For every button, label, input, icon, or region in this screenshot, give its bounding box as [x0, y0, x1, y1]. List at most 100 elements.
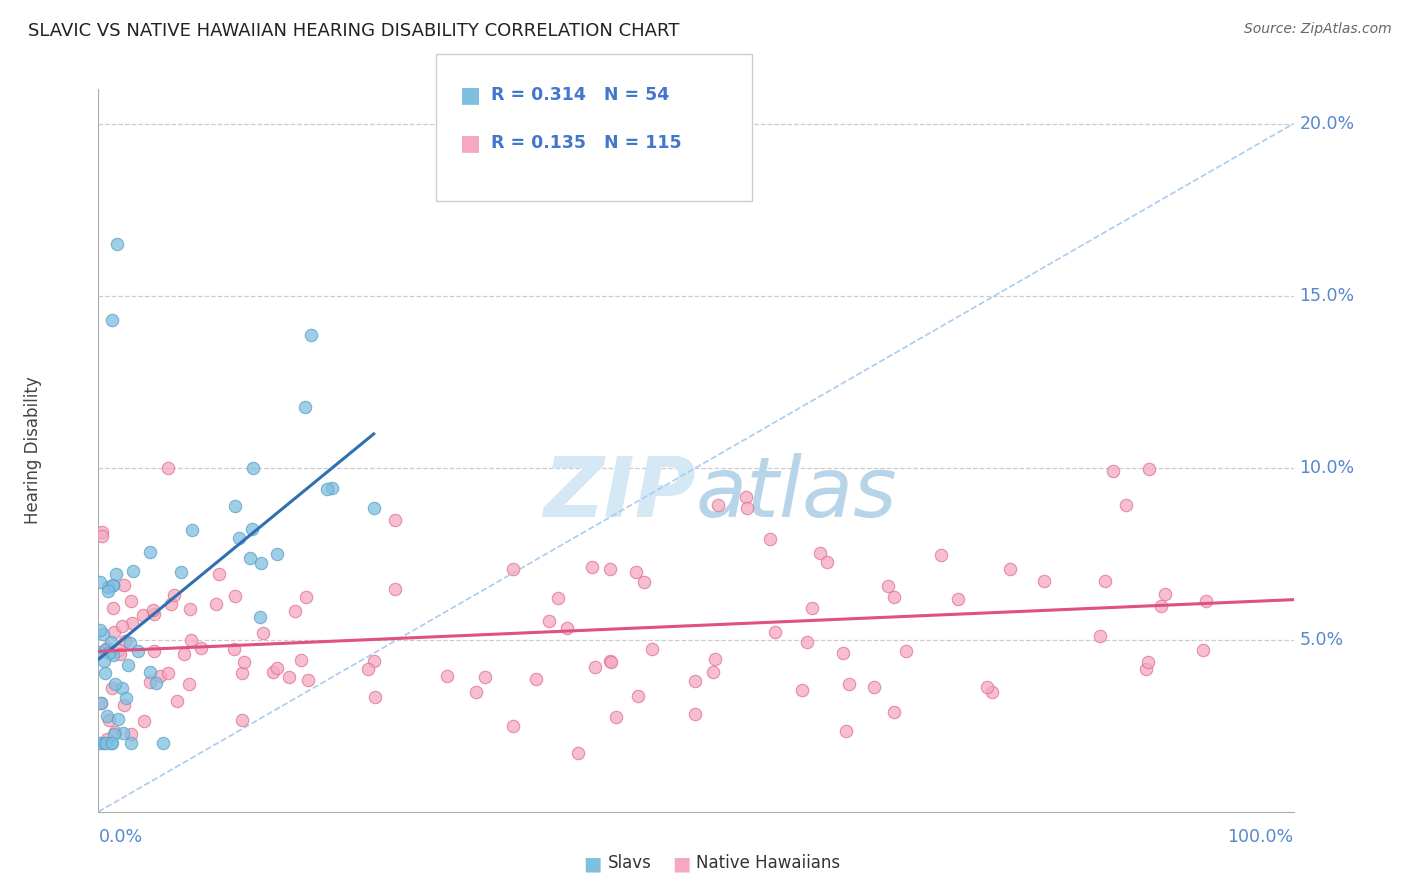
- Point: [89, 574, 111, 589]
- Point: [835, 723, 858, 738]
- Point: [114, 578, 136, 592]
- Point: [364, 690, 387, 704]
- Point: [284, 603, 307, 617]
- Point: [796, 635, 818, 649]
- Point: [384, 582, 406, 596]
- Point: [89, 645, 111, 659]
- Point: [180, 632, 202, 647]
- Point: [266, 547, 288, 561]
- Point: [89, 624, 111, 638]
- Point: [190, 641, 212, 656]
- Point: [114, 634, 136, 648]
- Point: [224, 590, 246, 604]
- Point: [179, 602, 201, 616]
- Point: [101, 601, 124, 615]
- Point: [111, 725, 134, 739]
- Point: [1137, 462, 1160, 476]
- Text: ■: ■: [460, 133, 481, 153]
- Point: [735, 500, 758, 515]
- Point: [801, 600, 824, 615]
- Point: [103, 578, 125, 592]
- Point: [156, 666, 179, 681]
- Point: [363, 500, 385, 515]
- Point: [683, 674, 706, 689]
- Point: [734, 490, 756, 504]
- Point: [157, 460, 180, 475]
- Point: [98, 713, 121, 727]
- Point: [1094, 574, 1116, 588]
- Point: [240, 522, 263, 536]
- Point: [103, 648, 125, 662]
- Point: [142, 607, 165, 621]
- Point: [117, 658, 139, 673]
- Point: [94, 643, 117, 657]
- Point: [180, 523, 202, 537]
- Point: [96, 641, 118, 656]
- Point: [581, 559, 603, 574]
- Text: atlas: atlas: [696, 453, 897, 534]
- Point: [91, 525, 114, 540]
- Point: [1102, 464, 1125, 478]
- Point: [104, 724, 127, 739]
- Point: [883, 590, 905, 604]
- Point: [103, 625, 125, 640]
- Point: [222, 642, 245, 657]
- Point: [641, 641, 664, 656]
- Point: [101, 736, 124, 750]
- Point: [97, 580, 120, 594]
- Point: [142, 644, 165, 658]
- Point: [685, 707, 707, 722]
- Point: [169, 565, 191, 579]
- Point: [173, 647, 195, 661]
- Point: [627, 690, 650, 704]
- Point: [110, 647, 132, 661]
- Point: [208, 566, 231, 581]
- Point: [122, 565, 145, 579]
- Point: [946, 591, 969, 606]
- Point: [142, 603, 165, 617]
- Point: [363, 654, 385, 668]
- Point: [759, 532, 782, 546]
- Point: [315, 482, 337, 496]
- Point: [1195, 594, 1218, 608]
- Point: [239, 550, 262, 565]
- Point: [998, 562, 1021, 576]
- Point: [100, 681, 122, 695]
- Point: [896, 643, 918, 657]
- Point: [502, 562, 524, 576]
- Point: [583, 660, 606, 674]
- Point: [277, 670, 299, 684]
- Point: [464, 684, 486, 698]
- Point: [179, 677, 201, 691]
- Text: R = 0.135   N = 115: R = 0.135 N = 115: [491, 134, 682, 152]
- Point: [97, 584, 120, 599]
- Point: [384, 513, 406, 527]
- Point: [524, 672, 547, 686]
- Point: [883, 705, 905, 719]
- Point: [1135, 662, 1157, 676]
- Point: [537, 614, 560, 628]
- Point: [108, 643, 131, 657]
- Point: [250, 556, 273, 570]
- Point: [231, 713, 253, 727]
- Point: [94, 665, 117, 680]
- Point: [357, 662, 380, 676]
- Point: [321, 481, 343, 495]
- Point: [111, 681, 134, 695]
- Point: [115, 691, 138, 706]
- Point: [149, 669, 172, 683]
- Text: Slavs: Slavs: [607, 855, 651, 872]
- Text: 0.0%: 0.0%: [98, 828, 142, 846]
- Point: [110, 619, 132, 633]
- Point: [1115, 499, 1137, 513]
- Point: [96, 731, 118, 746]
- Point: [120, 736, 142, 750]
- Point: [815, 555, 838, 569]
- Point: [163, 588, 186, 602]
- Point: [599, 654, 621, 668]
- Text: Source: ZipAtlas.com: Source: ZipAtlas.com: [1244, 22, 1392, 37]
- Point: [1088, 629, 1111, 643]
- Point: [231, 665, 253, 680]
- Text: Hearing Disability: Hearing Disability: [24, 376, 42, 524]
- Point: [929, 548, 952, 562]
